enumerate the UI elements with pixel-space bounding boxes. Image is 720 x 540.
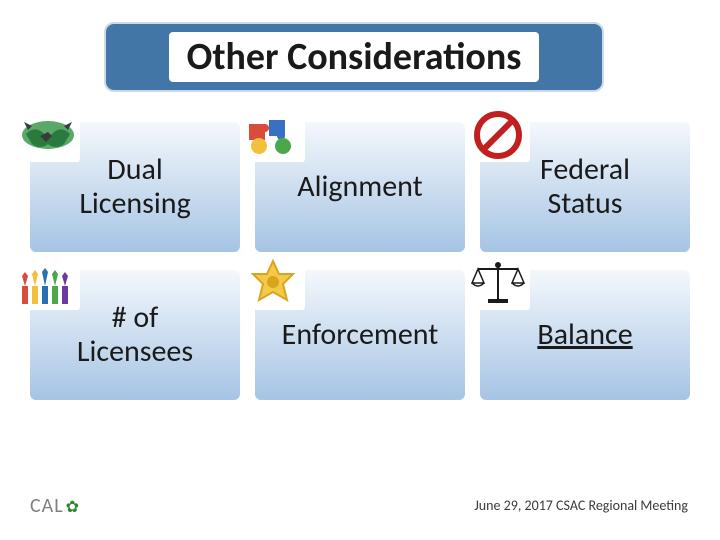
cell-label: Alignment — [297, 170, 422, 205]
logo: CAL ✿ — [30, 494, 79, 518]
title-text-container: Other Considerations — [169, 32, 540, 82]
handshake-icon — [16, 108, 80, 162]
cell-label: Federal Status — [540, 153, 630, 222]
logo-text: CAL — [30, 494, 64, 518]
leaf-icon: ✿ — [66, 497, 79, 517]
cell-alignment: Alignment — [255, 122, 465, 252]
prohibit-icon — [466, 108, 530, 162]
cell-label: Balance — [537, 318, 632, 353]
puzzle-icon — [241, 108, 305, 162]
badge-icon — [241, 256, 305, 310]
cell-label: Dual Licensing — [79, 153, 190, 222]
cell-label: Enforcement — [282, 318, 439, 353]
cell-num-licensees: # of Licensees — [30, 270, 240, 400]
page-title: Other Considerations — [187, 34, 522, 80]
hands-icon — [16, 256, 80, 310]
cell-federal-status: Federal Status — [480, 122, 690, 252]
title-bar: Other Considerations — [104, 22, 604, 92]
cell-label: # of Licensees — [77, 301, 193, 370]
cell-enforcement: Enforcement — [255, 270, 465, 400]
scales-icon — [466, 256, 530, 310]
cell-dual-licensing: Dual Licensing — [30, 122, 240, 252]
considerations-grid: Dual Licensing Alignment Federal Status — [30, 122, 690, 400]
cell-balance: Balance — [480, 270, 690, 400]
footer-text: June 29, 2017 CSAC Regional Meeting — [474, 497, 688, 514]
